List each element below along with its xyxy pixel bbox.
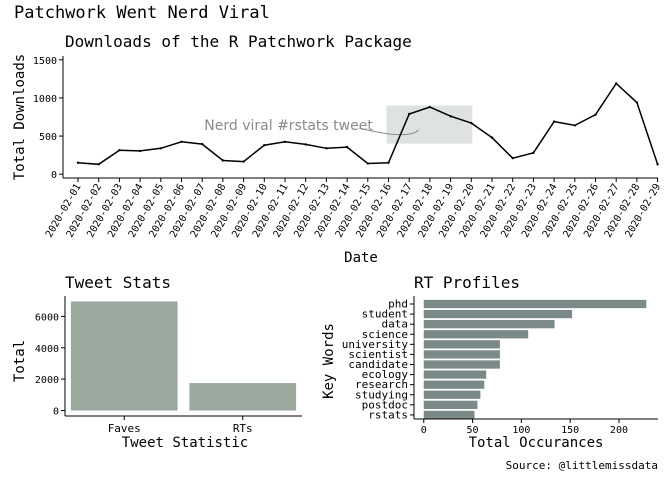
downloads-point [242, 160, 245, 163]
line-chart-y-tick-label: 1500 [33, 56, 57, 67]
rt-profile-bar-research [423, 380, 485, 389]
downloads-point [615, 82, 618, 85]
line-chart-y-tick-label: 1000 [33, 94, 57, 105]
downloads-point [180, 140, 183, 143]
rt-profile-bar-student [423, 309, 573, 319]
downloads-point [159, 147, 162, 150]
rt-profiles-y-tick-label: candidate [348, 358, 408, 371]
downloads-point [221, 159, 225, 162]
tweet-stats-y-ticks: 0 2000 4000 6000 [35, 312, 65, 418]
rt-profiles-x-tick-label: 150 [561, 425, 579, 436]
downloads-point [408, 112, 411, 116]
rt-profiles-y-tick-label: postdoc [362, 398, 408, 411]
rt-profile-bar-postdoc [423, 400, 478, 409]
rt-profile-bar-university [423, 340, 500, 349]
rt-profiles-x-tick-label: 0 [421, 425, 427, 436]
line-chart-x-ticks: 2020-02-012020-02-022020-02-032020-02-04… [44, 178, 663, 240]
downloads-point [283, 140, 287, 143]
rt-profile-bar-rstats [423, 410, 475, 420]
rt-profiles-x-tick-label: 50 [467, 425, 479, 436]
tweet-stats-bars [70, 301, 297, 411]
downloads-point [470, 121, 473, 125]
annotation-text: Nerd viral #rstats tweet [204, 118, 373, 134]
tweet-stats-chart: Tweet Stats 0 2000 4000 6000 Faves RTs Tweet… [12, 273, 302, 451]
downloads-point [449, 115, 452, 118]
tweet-stats-y-tick-label: 6000 [35, 312, 59, 323]
rt-profile-bar-studying [423, 390, 481, 399]
downloads-line-chart: Downloads of the R Patchwork Package Ner… [12, 32, 663, 266]
figure-title: Patchwork Went Nerd Viral [14, 3, 270, 23]
tweet-stats-title: Tweet Stats [65, 273, 171, 292]
downloads-point [490, 136, 494, 139]
rt-profiles-chart: RT Profiles phdstudentdatascienceunivers… [321, 273, 658, 451]
rt-profiles-y-tick-label: ecology [362, 368, 409, 381]
source-caption: Source: @littlemissdata [505, 459, 658, 472]
rt-profile-bar-scientist [423, 350, 500, 359]
rt-profile-bar-phd [423, 299, 647, 309]
tweet-stats-x-label: Tweet Statistic [122, 435, 248, 451]
downloads-point [552, 120, 556, 123]
downloads-point [428, 105, 432, 109]
annotation-arrow [359, 127, 419, 136]
tweet-stats-x-ticks: Faves RTs [108, 416, 253, 435]
tweet-stat-bar-rts [189, 383, 297, 411]
rt-profiles-y-tick-label: scientist [348, 348, 408, 361]
downloads-point [76, 161, 80, 164]
downloads-point [573, 124, 576, 127]
downloads-point [201, 142, 204, 146]
line-chart-title: Downloads of the R Patchwork Package [65, 32, 412, 51]
rt-profiles-x-tick-label: 200 [610, 425, 628, 436]
tweet-stats-y-tick-label: 4000 [35, 344, 59, 355]
rt-profiles-bars [423, 299, 647, 420]
downloads-point [345, 145, 349, 149]
rt-profiles-y-tick-label: research [355, 378, 408, 391]
rt-profiles-x-label: Total Occurances [469, 435, 604, 451]
rt-profiles-y-ticks: phdstudentdatascienceuniversityscientist… [342, 298, 414, 421]
tweet-stats-x-tick-label: Faves [108, 422, 141, 435]
rt-profile-bar-science [423, 330, 529, 339]
line-chart-y-ticks: 0 500 1000 1500 [33, 56, 63, 181]
rt-profiles-title: RT Profiles [414, 273, 520, 292]
highlight-region [386, 105, 473, 144]
downloads-point [118, 148, 121, 152]
rt-profiles-y-tick-label: science [362, 328, 408, 341]
tweet-stats-x-tick-label: RTs [233, 422, 253, 435]
downloads-point [656, 163, 659, 166]
line-chart-x-label: Date [344, 250, 378, 266]
rt-profile-bar-candidate [423, 360, 500, 369]
rt-profiles-y-tick-label: phd [388, 298, 408, 311]
rt-profiles-x-ticks: 0 50 100 150 200 [421, 419, 628, 436]
line-chart-y-label: Total Downloads [12, 54, 28, 180]
rt-profile-bar-ecology [423, 370, 487, 379]
rt-profiles-y-label: Key Words [321, 323, 337, 399]
downloads-point [387, 161, 390, 164]
rt-profiles-x-tick-label: 100 [512, 425, 530, 436]
downloads-point [325, 147, 328, 150]
tweet-stats-y-tick-label: 2000 [35, 375, 59, 386]
rt-profiles-y-tick-label: studying [355, 388, 408, 401]
line-chart-y-tick-label: 0 [51, 170, 57, 181]
rt-profile-bar-data [423, 320, 555, 329]
downloads-point [97, 163, 100, 166]
downloads-point [138, 149, 142, 153]
downloads-point [263, 144, 266, 147]
tweet-stat-bar-faves [70, 301, 178, 411]
downloads-point [366, 162, 369, 165]
tweet-stats-y-label: Total [12, 340, 28, 382]
downloads-point [635, 101, 639, 104]
downloads-point [594, 113, 597, 116]
tweet-stats-y-tick-label: 0 [53, 407, 59, 418]
downloads-points [76, 82, 659, 166]
rt-profiles-y-tick-label: university [342, 338, 409, 351]
downloads-point [532, 151, 535, 155]
downloads-point [511, 156, 514, 160]
rt-profiles-y-tick-label: data [382, 318, 409, 331]
rt-profiles-y-tick-label: rstats [368, 408, 408, 421]
rt-profiles-y-tick-label: student [362, 308, 408, 321]
line-chart-y-tick-label: 500 [39, 132, 57, 143]
downloads-point [304, 143, 307, 146]
